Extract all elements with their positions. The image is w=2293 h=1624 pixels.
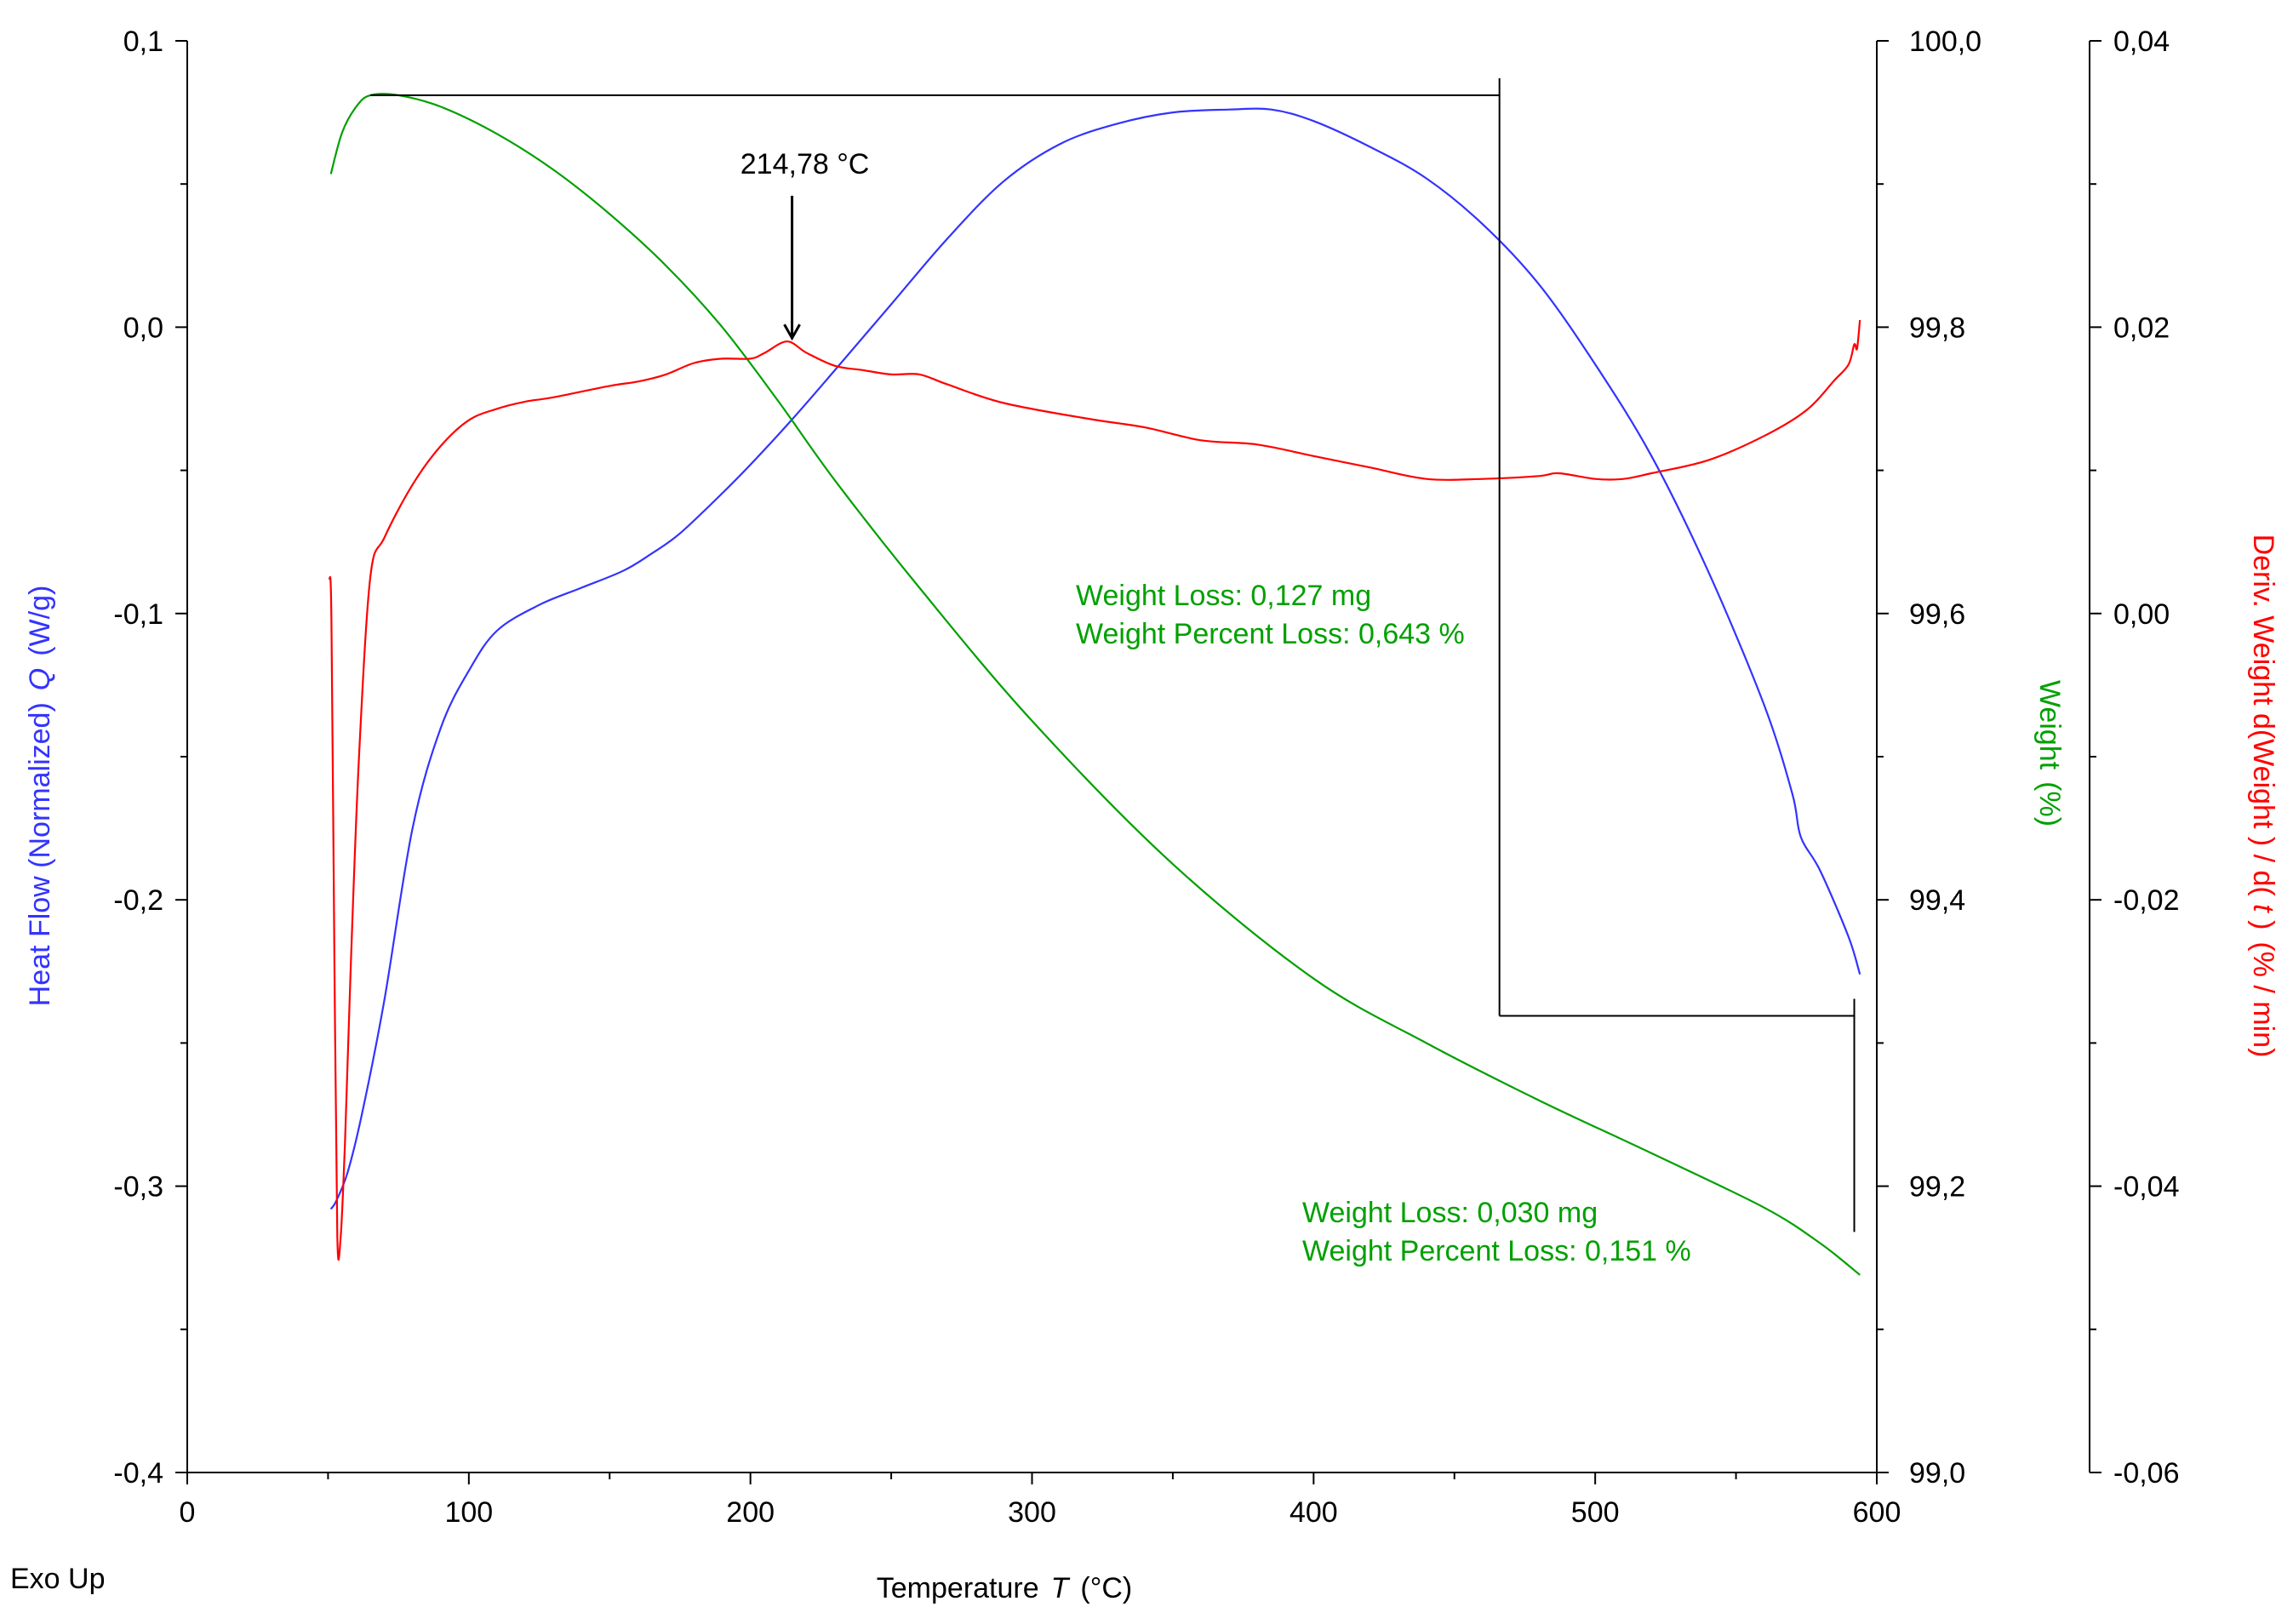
step-1-weight-loss: Weight Loss: 0,127 mg [1076, 580, 1371, 612]
weight-tick-label: 99,2 [1909, 1171, 1965, 1204]
weight-tick-label: 99,4 [1909, 884, 1965, 917]
x-tick-label: 100 [444, 1496, 493, 1529]
x-tick-label: 300 [1008, 1496, 1056, 1529]
series-layer [329, 93, 1861, 1276]
heat-flow-axis-symbol: Q [24, 668, 56, 690]
deriv-axis-label-a: Deriv. Weight d(Weight ) / d( [2247, 535, 2279, 905]
step-2-percent-loss: Weight Percent Loss: 0,151 % [1302, 1235, 1691, 1267]
deriv-weight-tick-label: -0,06 [2113, 1457, 2180, 1490]
axes-layer: 0 100 200 300 400 500 600 0,1 0,0 -0,1 -0,2 -0,3 -0,… [113, 26, 2179, 1529]
deriv-weight-tick-label: 0,00 [2113, 598, 2170, 631]
step-markers [370, 77, 1856, 1232]
weight-tick-label: 99,0 [1909, 1457, 1965, 1490]
weight-tick-label: 100,0 [1909, 26, 1981, 58]
deriv-weight-axis-title: Deriv. Weight d(Weight ) / d( t ) (% / mi… [2247, 535, 2279, 1058]
plot-frame [186, 41, 2090, 1473]
weight-tick-label: 99,8 [1909, 312, 1965, 344]
step-annotation-1: Weight Loss: 0,127 mg Weight Percent Los… [1076, 580, 1465, 650]
x-axis-title: Temperature T (°C) [877, 1572, 1132, 1604]
heat-flow-tick-label: -0,3 [113, 1171, 163, 1204]
step-annotation-2: Weight Loss: 0,030 mg Weight Percent Los… [1302, 1197, 1691, 1267]
weight-tick-label: 99,6 [1909, 598, 1965, 631]
x-tick-label: 200 [726, 1496, 775, 1529]
x-tick-label: 500 [1571, 1496, 1620, 1529]
x-tick-label: 0 [180, 1496, 196, 1529]
x-tick-label: 600 [1853, 1496, 1901, 1529]
deriv-weight-line [329, 319, 1861, 1261]
heat-flow-tick-label: -0,4 [113, 1457, 163, 1490]
deriv-axis-label-t: t [2247, 904, 2279, 913]
x-axis-title-symbol: T [1051, 1572, 1071, 1604]
heat-flow-line [329, 107, 1861, 1210]
heat-flow-axis-title: Heat Flow (Normalized) Q (W/g) [24, 586, 56, 1007]
deriv-weight-tick-label: 0,04 [2113, 26, 2170, 58]
peak-annotation: 214,78 °C [741, 148, 870, 341]
weight-axis-label: Weight [2033, 680, 2066, 770]
step-1-percent-loss: Weight Percent Loss: 0,643 % [1076, 618, 1465, 650]
deriv-axis-label-b: ) [2247, 912, 2279, 930]
deriv-axis-unit: (% / min) [2247, 941, 2279, 1057]
weight-line [329, 93, 1861, 1276]
heat-flow-tick-label: -0,2 [113, 884, 163, 917]
deriv-weight-tick-label: -0,02 [2113, 884, 2180, 917]
heat-flow-axis-label: Heat Flow (Normalized) [24, 702, 56, 1006]
heat-flow-tick-label: 0,1 [123, 26, 163, 58]
x-axis-title-label: Temperature [877, 1572, 1039, 1604]
deriv-weight-tick-label: -0,04 [2113, 1171, 2180, 1204]
step-2-weight-loss: Weight Loss: 0,030 mg [1302, 1197, 1598, 1229]
heat-flow-tick-label: 0,0 [123, 312, 163, 344]
peak-arrow-head [783, 323, 801, 341]
deriv-weight-tick-label: 0,02 [2113, 312, 2170, 344]
x-tick-label: 400 [1289, 1496, 1338, 1529]
peak-label: 214,78 °C [741, 148, 870, 180]
weight-axis-title: Weight (%) [2033, 680, 2066, 826]
x-axis-title-unit: (°C) [1080, 1572, 1132, 1604]
heat-flow-axis-unit: (W/g) [24, 586, 56, 656]
heat-flow-tick-label: -0,1 [113, 598, 163, 631]
weight-axis-unit: (%) [2033, 781, 2066, 826]
exo-up-label: Exo Up [10, 1563, 106, 1595]
